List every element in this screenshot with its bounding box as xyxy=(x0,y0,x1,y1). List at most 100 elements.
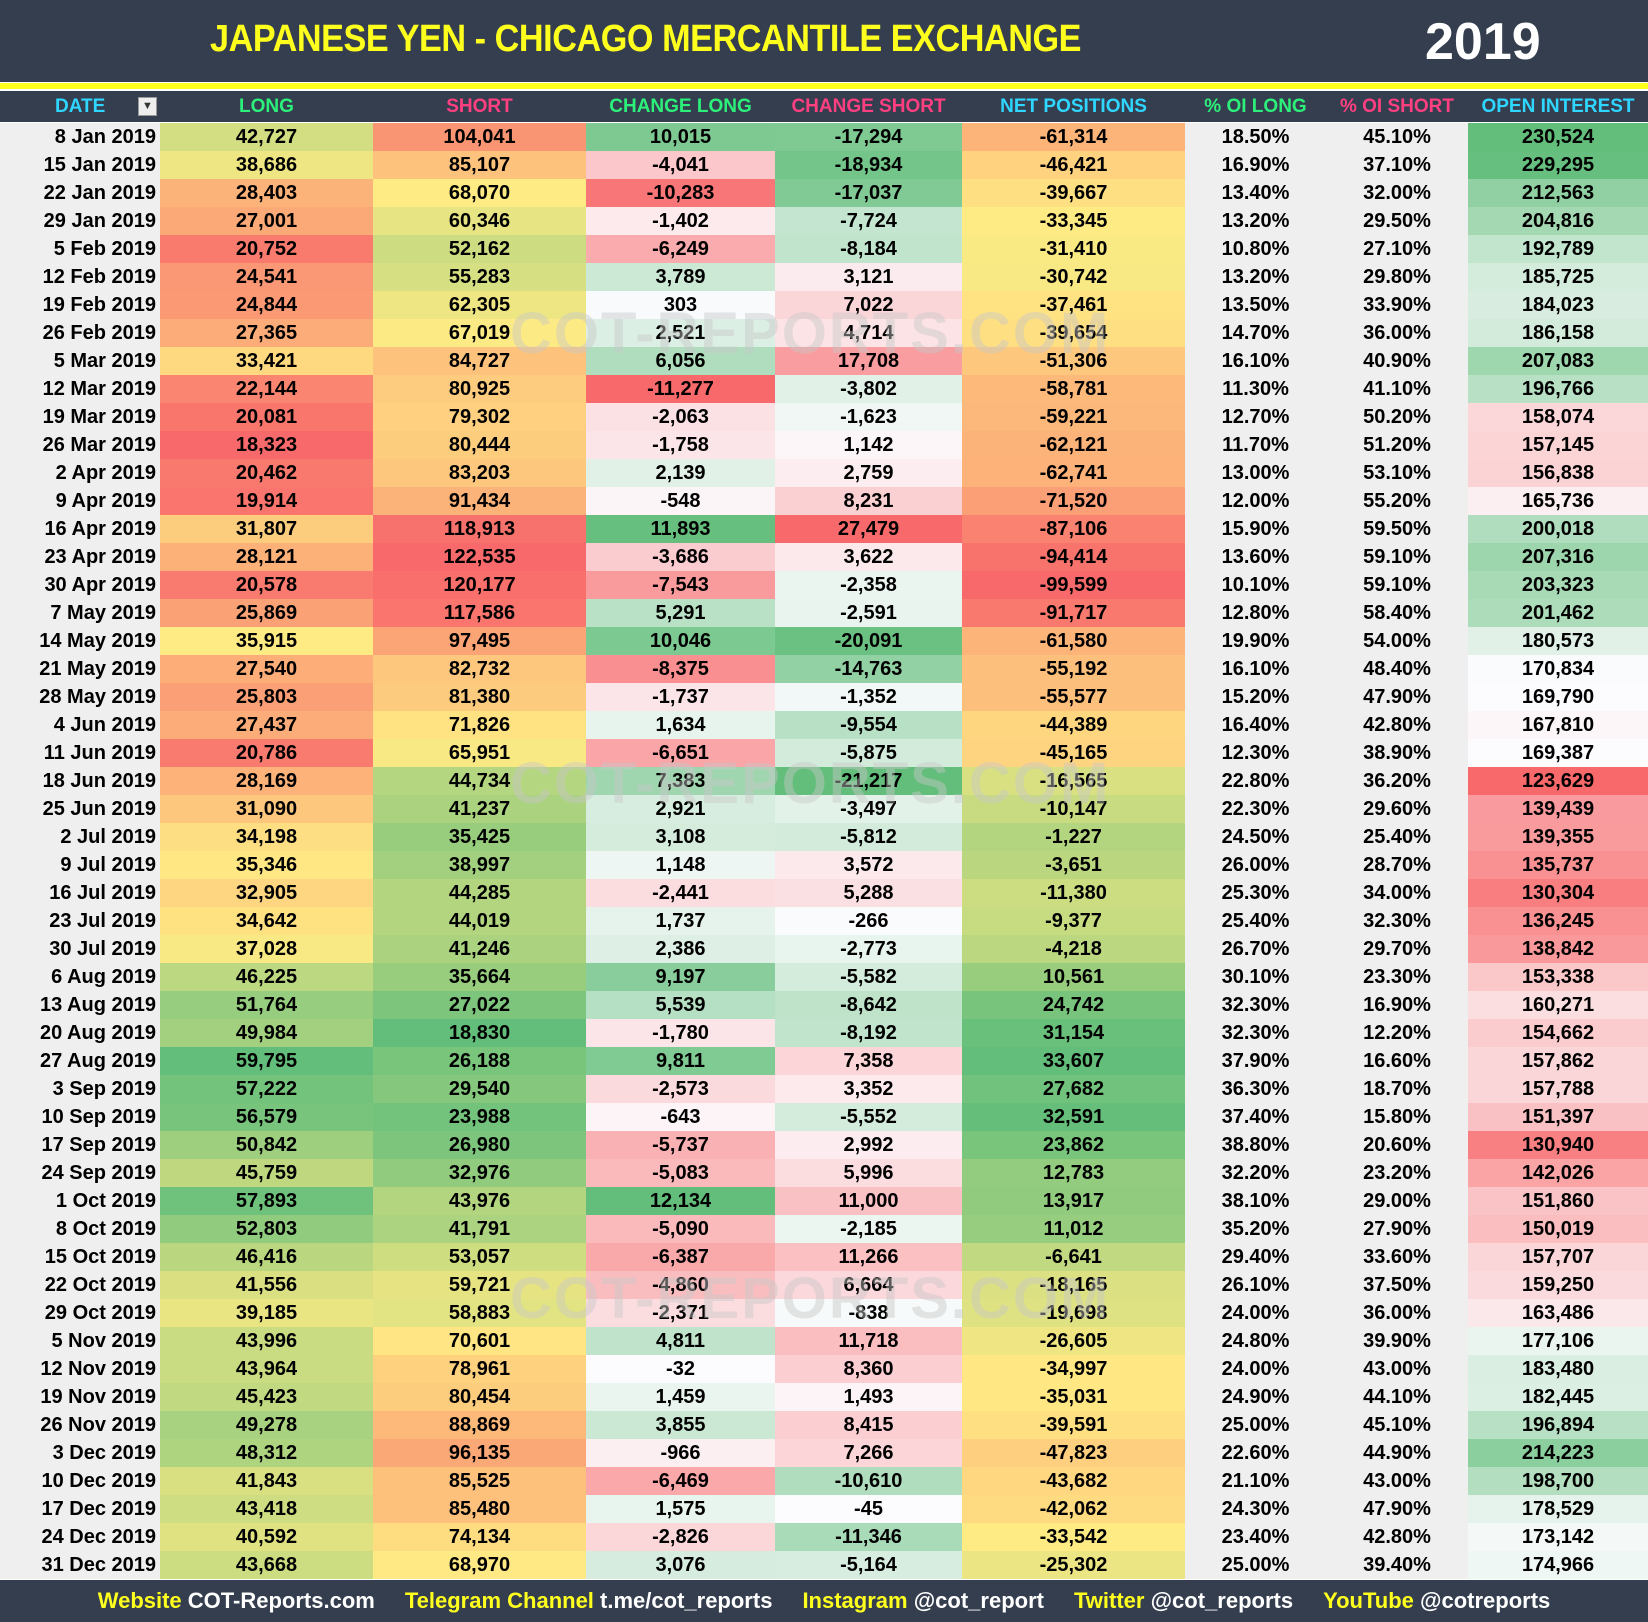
cell-open-interest: 207,083 xyxy=(1468,347,1648,375)
footer-link-instagram[interactable]: Instagram @cot_report xyxy=(802,1588,1044,1614)
cell-long: 18,323 xyxy=(160,431,373,459)
cell-oi-long-pct: 24.00% xyxy=(1185,1299,1326,1327)
cell-open-interest: 157,145 xyxy=(1468,431,1648,459)
cell-oi-short-pct: 29.80% xyxy=(1326,263,1468,291)
cell-change-short: -2,358 xyxy=(775,571,962,599)
cell-net-positions: -62,121 xyxy=(962,431,1185,459)
cell-oi-long-pct: 25.40% xyxy=(1185,907,1326,935)
cell-open-interest: 157,862 xyxy=(1468,1047,1648,1075)
cell-open-interest: 157,788 xyxy=(1468,1075,1648,1103)
cell-date: 2 Jul 2019 xyxy=(0,823,160,851)
cell-oi-short-pct: 34.00% xyxy=(1326,879,1468,907)
cell-oi-short-pct: 16.60% xyxy=(1326,1047,1468,1075)
cell-short: 96,135 xyxy=(373,1439,586,1467)
cell-date: 18 Jun 2019 xyxy=(0,767,160,795)
cell-date: 8 Jan 2019 xyxy=(0,123,160,151)
cell-oi-short-pct: 36.00% xyxy=(1326,1299,1468,1327)
cell-change-long: -2,441 xyxy=(586,879,775,907)
cell-change-long: 1,634 xyxy=(586,711,775,739)
cell-date: 30 Apr 2019 xyxy=(0,571,160,599)
cell-long: 45,759 xyxy=(160,1159,373,1187)
cell-open-interest: 177,106 xyxy=(1468,1327,1648,1355)
cell-change-long: -6,469 xyxy=(586,1467,775,1495)
cell-long: 39,185 xyxy=(160,1299,373,1327)
cell-oi-short-pct: 47.90% xyxy=(1326,1495,1468,1523)
table-row: 10 Dec 2019 41,843 85,525 -6,469 -10,610 -43,… xyxy=(0,1467,1648,1495)
cell-change-long: -4,041 xyxy=(586,151,775,179)
cell-change-long: 1,459 xyxy=(586,1383,775,1411)
cell-net-positions: -55,577 xyxy=(962,683,1185,711)
cell-long: 31,807 xyxy=(160,515,373,543)
cell-open-interest: 139,439 xyxy=(1468,795,1648,823)
cell-open-interest: 201,462 xyxy=(1468,599,1648,627)
footer-link-youtube[interactable]: YouTube @cotreports xyxy=(1323,1588,1550,1614)
cell-change-short: -8,184 xyxy=(775,235,962,263)
cell-net-positions: 27,682 xyxy=(962,1075,1185,1103)
cell-change-long: -2,371 xyxy=(586,1299,775,1327)
cell-short: 53,057 xyxy=(373,1243,586,1271)
cell-change-short: -1,623 xyxy=(775,403,962,431)
cell-net-positions: -45,165 xyxy=(962,739,1185,767)
cell-net-positions: -99,599 xyxy=(962,571,1185,599)
cell-change-long: 9,811 xyxy=(586,1047,775,1075)
cell-open-interest: 169,387 xyxy=(1468,739,1648,767)
cell-oi-long-pct: 22.60% xyxy=(1185,1439,1326,1467)
column-header-oi-short-pct: % OI SHORT xyxy=(1326,91,1468,122)
cell-long: 49,278 xyxy=(160,1411,373,1439)
footer-link-website[interactable]: Website COT-Reports.com xyxy=(98,1588,375,1614)
cell-short: 85,480 xyxy=(373,1495,586,1523)
cell-change-long: -7,543 xyxy=(586,571,775,599)
cell-oi-long-pct: 24.30% xyxy=(1185,1495,1326,1523)
cell-short: 84,727 xyxy=(373,347,586,375)
cell-open-interest: 203,323 xyxy=(1468,571,1648,599)
cell-short: 44,734 xyxy=(373,767,586,795)
cell-oi-short-pct: 47.90% xyxy=(1326,683,1468,711)
cell-oi-short-pct: 40.90% xyxy=(1326,347,1468,375)
filter-dropdown-icon[interactable]: ▼ xyxy=(138,97,157,116)
cell-long: 46,416 xyxy=(160,1243,373,1271)
cell-long: 32,905 xyxy=(160,879,373,907)
cell-oi-long-pct: 32.20% xyxy=(1185,1159,1326,1187)
cell-short: 55,283 xyxy=(373,263,586,291)
table-row: 6 Aug 2019 46,225 35,664 9,197 -5,582 10,561 3… xyxy=(0,963,1648,991)
cell-net-positions: 10,561 xyxy=(962,963,1185,991)
footer-link-telegram-channel[interactable]: Telegram Channel t.me/cot_reports xyxy=(405,1588,773,1614)
cell-short: 80,444 xyxy=(373,431,586,459)
cell-long: 20,462 xyxy=(160,459,373,487)
footer-link-twitter[interactable]: Twitter @cot_reports xyxy=(1074,1588,1293,1614)
cell-date: 3 Sep 2019 xyxy=(0,1075,160,1103)
cell-change-long: -5,083 xyxy=(586,1159,775,1187)
cell-long: 25,869 xyxy=(160,599,373,627)
cell-change-short: 6,664 xyxy=(775,1271,962,1299)
cell-short: 85,107 xyxy=(373,151,586,179)
cell-oi-long-pct: 25.30% xyxy=(1185,879,1326,907)
cell-open-interest: 196,894 xyxy=(1468,1411,1648,1439)
cell-long: 40,592 xyxy=(160,1523,373,1551)
cell-change-long: -8,375 xyxy=(586,655,775,683)
cell-change-short: -14,763 xyxy=(775,655,962,683)
cell-open-interest: 157,707 xyxy=(1468,1243,1648,1271)
cell-oi-long-pct: 16.10% xyxy=(1185,655,1326,683)
cell-oi-long-pct: 19.90% xyxy=(1185,627,1326,655)
cell-change-short: 8,360 xyxy=(775,1355,962,1383)
cell-net-positions: -44,389 xyxy=(962,711,1185,739)
cell-short: 68,070 xyxy=(373,179,586,207)
cell-long: 52,803 xyxy=(160,1215,373,1243)
cell-short: 41,237 xyxy=(373,795,586,823)
year-label: 2019 xyxy=(1425,13,1541,71)
cell-net-positions: -34,997 xyxy=(962,1355,1185,1383)
table-row: 22 Jan 2019 28,403 68,070 -10,283 -17,037 -39… xyxy=(0,179,1648,207)
cell-short: 43,976 xyxy=(373,1187,586,1215)
column-header-long: LONG xyxy=(160,91,373,122)
column-header-label: CHANGE SHORT xyxy=(791,96,946,117)
cell-oi-long-pct: 16.40% xyxy=(1185,711,1326,739)
table-row: 4 Jun 2019 27,437 71,826 1,634 -9,554 -44,389… xyxy=(0,711,1648,739)
cell-open-interest: 207,316 xyxy=(1468,543,1648,571)
cell-short: 80,925 xyxy=(373,375,586,403)
cell-oi-long-pct: 12.00% xyxy=(1185,487,1326,515)
cell-date: 17 Sep 2019 xyxy=(0,1131,160,1159)
cell-short: 44,285 xyxy=(373,879,586,907)
column-header-change-long: CHANGE LONG xyxy=(586,91,775,122)
cell-net-positions: -3,651 xyxy=(962,851,1185,879)
cell-open-interest: 198,700 xyxy=(1468,1467,1648,1495)
